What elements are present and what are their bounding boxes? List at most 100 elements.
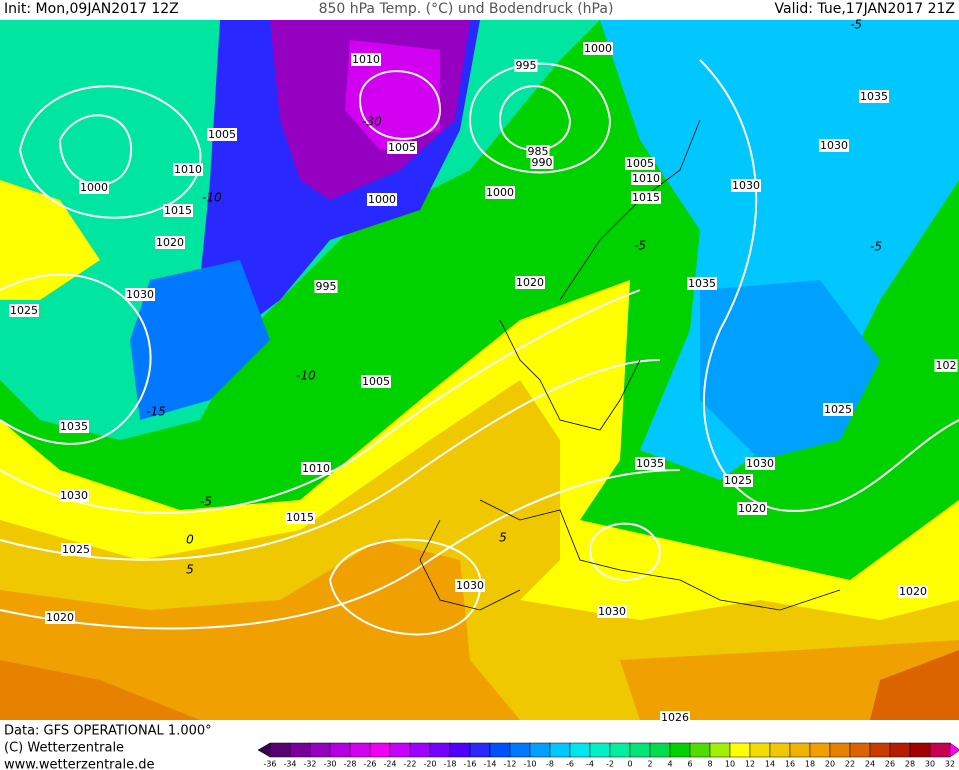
scale-swatch <box>929 742 951 758</box>
scale-label: 24 <box>865 760 875 769</box>
scale-swatch <box>529 742 551 758</box>
isobar-label: 1015 <box>632 191 660 204</box>
scale-label: 28 <box>905 760 915 769</box>
scale-label: -6 <box>566 760 574 769</box>
isobar-label-box <box>455 579 485 592</box>
isobar-label-box <box>314 280 338 293</box>
isobar-label: 1000 <box>584 42 612 55</box>
isobar-label-box <box>530 156 554 169</box>
scale-swatch <box>689 742 711 758</box>
scale-swatch <box>829 742 851 758</box>
isobar-label: 1025 <box>62 543 90 556</box>
isobar-label: 1025 <box>10 304 38 317</box>
isobar-label-box <box>631 191 661 204</box>
isobar-label-box <box>173 163 203 176</box>
isobar-label: 1010 <box>302 462 330 475</box>
isobar-label-box <box>635 457 665 470</box>
isobar-label: 1030 <box>60 489 88 502</box>
isobar-label-box <box>387 141 417 154</box>
isobar-label-box <box>361 375 391 388</box>
scale-label: -10 <box>523 760 536 769</box>
scale-label: -32 <box>303 760 316 769</box>
scale-swatch <box>349 742 371 758</box>
temperature-label: 0 <box>186 533 194 547</box>
isobar-label: 1025 <box>824 403 852 416</box>
valid-label: Valid: Tue,17JAN2017 21Z <box>775 1 956 17</box>
map-background <box>0 20 959 720</box>
isobar-label: 1000 <box>368 193 396 206</box>
scale-end-low <box>257 742 271 758</box>
scale-label: -12 <box>503 760 516 769</box>
temperature-label: -5 <box>850 18 862 32</box>
isobar-label: 1026 <box>661 711 689 724</box>
isobar-label: 1010 <box>632 172 660 185</box>
isobar-label: 1030 <box>456 579 484 592</box>
isobar-label: 1025 <box>724 474 752 487</box>
scale-label: -22 <box>403 760 416 769</box>
scale-swatch <box>649 742 671 758</box>
scale-swatch <box>869 742 891 758</box>
isobar-label: 1035 <box>688 277 716 290</box>
isobar-label-box <box>723 474 753 487</box>
scale-swatch <box>469 742 491 758</box>
isobar-label-box <box>660 711 690 724</box>
scale-label: 8 <box>707 760 712 769</box>
isobar-label-box <box>155 236 185 249</box>
isobar-label: 1020 <box>46 611 74 624</box>
isobar-label-box <box>625 157 655 170</box>
scale-swatch <box>889 742 911 758</box>
isobar-label: 995 <box>316 280 337 293</box>
coastlines <box>419 119 841 611</box>
isobar-label: 1030 <box>746 457 774 470</box>
isobar-label: 1010 <box>352 53 380 66</box>
temperature-label: -15 <box>146 405 166 419</box>
temperature-label: 5 <box>186 563 194 577</box>
scale-swatch <box>809 742 831 758</box>
scale-label: 6 <box>687 760 692 769</box>
isobar-label: 1035 <box>860 90 888 103</box>
isobar-label: 1020 <box>899 585 927 598</box>
isobar-label-box <box>526 145 550 158</box>
scale-label: -26 <box>363 760 376 769</box>
scale-label: 22 <box>845 760 855 769</box>
scale-swatch <box>289 742 311 758</box>
scale-label: 12 <box>745 760 755 769</box>
isobar-label: 1005 <box>208 128 236 141</box>
scale-label: -30 <box>323 760 336 769</box>
isobar-label: 1000 <box>486 186 514 199</box>
isobar-label: 990 <box>532 156 553 169</box>
scale-swatch <box>569 742 591 758</box>
isobar-label-box <box>59 489 89 502</box>
isobar-label-box <box>125 288 155 301</box>
scale-end-high <box>949 742 959 758</box>
isobar-label-box <box>898 585 928 598</box>
isobar-label: 1015 <box>164 204 192 217</box>
scale-swatch <box>629 742 651 758</box>
scale-label: 2 <box>647 760 652 769</box>
isobar-label-box <box>163 204 193 217</box>
scale-swatch <box>269 742 291 758</box>
scale-label: -14 <box>483 760 496 769</box>
scale-label: -36 <box>263 760 276 769</box>
isobar-label: 1020 <box>516 276 544 289</box>
scale-swatch <box>429 742 451 758</box>
isobar-label-box <box>819 139 849 152</box>
scale-label: -2 <box>606 760 614 769</box>
scale-swatch <box>609 742 631 758</box>
scale-swatch <box>789 742 811 758</box>
isobar-label-box <box>583 42 613 55</box>
scale-label: 26 <box>885 760 895 769</box>
isobar-label-box <box>823 403 853 416</box>
scale-swatch <box>729 742 751 758</box>
scale-label: -28 <box>343 760 356 769</box>
scale-label: 14 <box>765 760 775 769</box>
scale-swatch <box>369 742 391 758</box>
isobar-label: 1010 <box>174 163 202 176</box>
isobar-label: 1030 <box>126 288 154 301</box>
scale-label: 30 <box>925 760 935 769</box>
isobar-label-box <box>515 276 545 289</box>
isobar-label-box <box>737 502 767 515</box>
scale-label: -24 <box>383 760 396 769</box>
